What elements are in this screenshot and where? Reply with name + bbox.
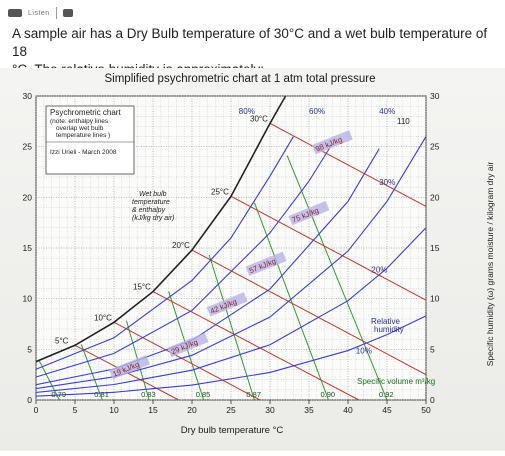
y-tick-label-left: 20 bbox=[23, 192, 33, 202]
y-tick-label-left: 0 bbox=[27, 395, 32, 405]
question-line-1: A sample air has a Dry Bulb temperature … bbox=[12, 26, 488, 59]
y-tick-label-right: 10 bbox=[430, 294, 440, 304]
rh-curve-label: 40% bbox=[379, 107, 395, 116]
toolbar-divider bbox=[55, 7, 57, 19]
wet-bulb-temp-label: 5°C bbox=[55, 336, 69, 345]
rh-curve-label: 30% bbox=[379, 178, 395, 187]
info-box-note-1: (note: enthalpy lines bbox=[50, 118, 109, 125]
x-tick-label: 50 bbox=[421, 405, 431, 415]
wet-bulb-line bbox=[113, 321, 261, 401]
specific-volume-value: 0.83 bbox=[141, 390, 156, 399]
enthalpy-scale-label: 110 bbox=[397, 117, 410, 126]
wet-bulb-label-2: temperature bbox=[132, 199, 170, 206]
rh-curve-100pct bbox=[35, 95, 287, 363]
wet-bulb-legend: Wet bulb temperature & enthalpy (kJ/kg d… bbox=[132, 191, 174, 222]
wet-bulb-temp-label: 10°C bbox=[94, 313, 112, 322]
y-tick-label-left: 5 bbox=[27, 344, 32, 354]
info-box-note-3: temperature lines ) bbox=[56, 132, 110, 139]
enthalpy-label-bg bbox=[311, 130, 353, 155]
enthalpy-label-bg bbox=[206, 292, 248, 317]
pen-icon[interactable] bbox=[62, 9, 73, 17]
info-box: Psychrometric chart (note: enthalpy line… bbox=[45, 105, 135, 175]
enthalpy-label-bg bbox=[288, 201, 330, 226]
rh-curve-80pct bbox=[35, 136, 294, 370]
x-axis-label: Dry bulb temperature °C bbox=[181, 425, 284, 436]
wet-bulb-line bbox=[230, 195, 427, 301]
x-tick-label: 20 bbox=[187, 405, 197, 415]
rh-curve-60pct bbox=[35, 143, 333, 378]
listen-label[interactable]: Listen bbox=[28, 9, 50, 17]
wet-bulb-label-3: & enthalpy bbox=[132, 207, 166, 214]
x-tick-label: 25 bbox=[226, 405, 236, 415]
wet-bulb-line bbox=[152, 291, 360, 401]
y-tick-label-left: 25 bbox=[23, 142, 33, 152]
rh-curve-40pct bbox=[35, 148, 380, 386]
enthalpy-label-bg bbox=[245, 251, 287, 276]
chart-photo: Simplified psychrometric chart at 1 atm … bbox=[0, 68, 505, 451]
specific-volume-value: 0.81 bbox=[94, 390, 109, 399]
x-tick-label: 40 bbox=[343, 405, 353, 415]
rh-curve-20pct bbox=[35, 227, 427, 393]
psychrometric-chart: Simplified psychrometric chart at 1 atm … bbox=[23, 73, 495, 436]
specific-volume-line bbox=[80, 344, 103, 401]
x-tick-label: 0 bbox=[34, 405, 39, 415]
y-tick-label-left: 30 bbox=[23, 91, 33, 101]
rh-curve-label: 60% bbox=[309, 107, 325, 116]
wet-bulb-label-1: Wet bulb bbox=[139, 191, 167, 198]
y-tick-label-right: 5 bbox=[430, 344, 435, 354]
rh-label-1: Relative bbox=[371, 317, 400, 326]
y-tick-label-right: 30 bbox=[430, 91, 440, 101]
rh-legend: Relative humidity bbox=[371, 317, 404, 334]
specific-volume-value: 0.90 bbox=[321, 390, 336, 399]
wet-bulb-temp-label: 30°C bbox=[250, 114, 268, 123]
specific-volume-line bbox=[286, 155, 388, 401]
y-axis-label: Specific humidity (ω) grams moisture / k… bbox=[485, 162, 495, 367]
rh-curve-10pct bbox=[35, 315, 427, 397]
rh-label-2: humidity bbox=[374, 325, 404, 334]
wet-bulb-line bbox=[269, 122, 427, 207]
y-tick-label-left: 15 bbox=[23, 243, 33, 253]
info-box-note-2: overlap wet bulb bbox=[56, 125, 104, 132]
info-box-author: Izzi Urieli - March 2008 bbox=[50, 149, 117, 156]
specific-volume-value: 0.92 bbox=[379, 390, 394, 399]
wet-bulb-temp-label: 20°C bbox=[172, 241, 190, 250]
reader-toolbar: Listen bbox=[8, 4, 158, 22]
wet-bulb-line bbox=[191, 249, 427, 376]
speaker-icon[interactable] bbox=[8, 9, 22, 17]
x-tick-label: 30 bbox=[265, 405, 275, 415]
wet-bulb-temp-label: 15°C bbox=[133, 283, 151, 292]
chart-title: Simplified psychrometric chart at 1 atm … bbox=[105, 73, 376, 85]
y-tick-label-right: 15 bbox=[430, 243, 440, 253]
x-tick-label: 10 bbox=[109, 405, 119, 415]
y-tick-label-right: 25 bbox=[430, 142, 440, 152]
rh-curve-label: 10% bbox=[356, 346, 372, 355]
x-tick-label: 45 bbox=[382, 405, 392, 415]
enthalpy-label-bg bbox=[167, 332, 209, 358]
y-tick-label-left: 10 bbox=[23, 294, 33, 304]
y-tick-label-right: 0 bbox=[430, 395, 435, 405]
x-tick-label: 5 bbox=[73, 405, 78, 415]
rh-curve-label: 80% bbox=[239, 107, 255, 116]
specific-volume-value: 0.79 bbox=[51, 390, 66, 399]
specific-volume-value: 0.87 bbox=[246, 390, 261, 399]
rh-curve-label: 20% bbox=[371, 265, 387, 274]
specific-volume-value: 0.85 bbox=[196, 390, 211, 399]
x-tick-label: 35 bbox=[304, 405, 314, 415]
specific-volume-label: Specific volume m³/kg bbox=[357, 377, 435, 386]
x-tick-label: 15 bbox=[148, 405, 158, 415]
info-box-title: Psychrometric chart bbox=[50, 108, 121, 117]
enthalpy-label-bg bbox=[109, 355, 150, 380]
wet-bulb-label-4: (kJ/kg dry air) bbox=[132, 215, 174, 222]
y-tick-label-right: 20 bbox=[430, 192, 440, 202]
wet-bulb-temp-label: 25°C bbox=[211, 187, 229, 196]
